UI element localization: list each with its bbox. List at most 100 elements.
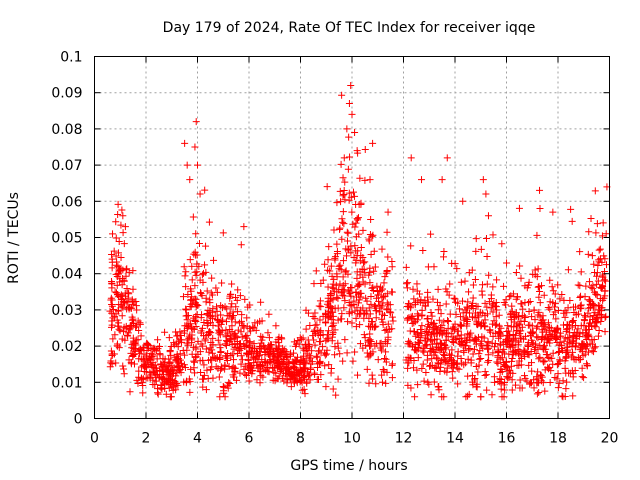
data-point (534, 379, 542, 387)
data-point (448, 259, 456, 267)
data-point (347, 193, 355, 201)
data-point (114, 270, 122, 278)
data-point (539, 316, 547, 324)
data-point (332, 391, 340, 399)
data-point (257, 298, 265, 306)
data-point (564, 348, 572, 356)
data-point (240, 223, 248, 231)
data-point (311, 341, 319, 349)
data-point (234, 286, 242, 294)
data-point (188, 334, 196, 342)
data-point (457, 331, 465, 339)
data-point (112, 234, 120, 242)
data-point (179, 293, 187, 301)
data-point (444, 317, 452, 325)
data-point (443, 154, 451, 162)
data-point (339, 174, 347, 182)
data-point (365, 314, 373, 322)
data-point (424, 378, 432, 386)
data-point (128, 316, 136, 324)
data-point (158, 367, 166, 375)
data-point (582, 345, 590, 353)
data-point (443, 364, 451, 372)
data-point (175, 367, 183, 375)
data-point (506, 366, 514, 374)
data-point (422, 327, 430, 335)
data-point (217, 311, 225, 319)
data-point (504, 367, 512, 375)
data-point (261, 358, 269, 366)
data-point (356, 268, 364, 276)
data-point (599, 296, 607, 304)
data-point (108, 250, 116, 258)
data-point (231, 334, 239, 342)
data-point (472, 235, 480, 243)
data-point (256, 343, 264, 351)
data-point (347, 242, 355, 250)
data-point (596, 310, 604, 318)
data-point (498, 393, 506, 401)
data-point (601, 314, 609, 322)
data-point (450, 339, 458, 347)
data-point (321, 362, 329, 370)
data-point (516, 262, 524, 270)
data-point (534, 334, 542, 342)
data-point (464, 392, 472, 400)
data-point (176, 350, 184, 358)
data-point (421, 296, 429, 304)
data-point (576, 248, 584, 256)
data-point (329, 296, 337, 304)
data-point (463, 322, 471, 330)
data-point (410, 356, 418, 364)
data-point (521, 375, 529, 383)
data-point (367, 215, 375, 223)
data-point (598, 232, 606, 240)
data-point (481, 299, 489, 307)
data-point (174, 343, 182, 351)
data-point (492, 313, 500, 321)
data-point (483, 341, 491, 349)
data-point (314, 376, 322, 384)
data-point (435, 386, 443, 394)
x-tick-label: 10 (343, 431, 361, 447)
data-point (478, 281, 486, 289)
data-point (274, 346, 282, 354)
data-point (328, 322, 336, 330)
data-point (518, 323, 526, 331)
data-point (530, 306, 538, 314)
data-point (230, 373, 238, 381)
data-point (203, 287, 211, 295)
data-point (346, 290, 354, 298)
data-point (205, 356, 213, 364)
data-point (134, 380, 142, 388)
data-point (591, 268, 599, 276)
data-point (345, 133, 353, 141)
data-point (505, 327, 513, 335)
data-point (502, 296, 510, 304)
data-point (599, 219, 607, 227)
data-point (521, 372, 529, 380)
data-point (406, 327, 414, 335)
data-point (310, 280, 318, 288)
data-point (218, 279, 226, 287)
data-point (346, 153, 354, 161)
data-point (331, 351, 339, 359)
data-point (127, 304, 135, 312)
data-point (495, 334, 503, 342)
x-tick-label: 0 (90, 431, 99, 447)
data-point (356, 340, 364, 348)
x-tick-label: 18 (549, 431, 567, 447)
data-point (298, 356, 306, 364)
data-point (355, 280, 363, 288)
data-point (355, 310, 363, 318)
data-point (368, 284, 376, 292)
data-point (209, 374, 217, 382)
data-point (315, 302, 323, 310)
data-point (167, 351, 175, 359)
data-point (333, 270, 341, 278)
data-point (544, 319, 552, 327)
data-point (427, 309, 435, 317)
data-point (184, 323, 192, 331)
data-point (504, 374, 512, 382)
data-point (131, 340, 139, 348)
